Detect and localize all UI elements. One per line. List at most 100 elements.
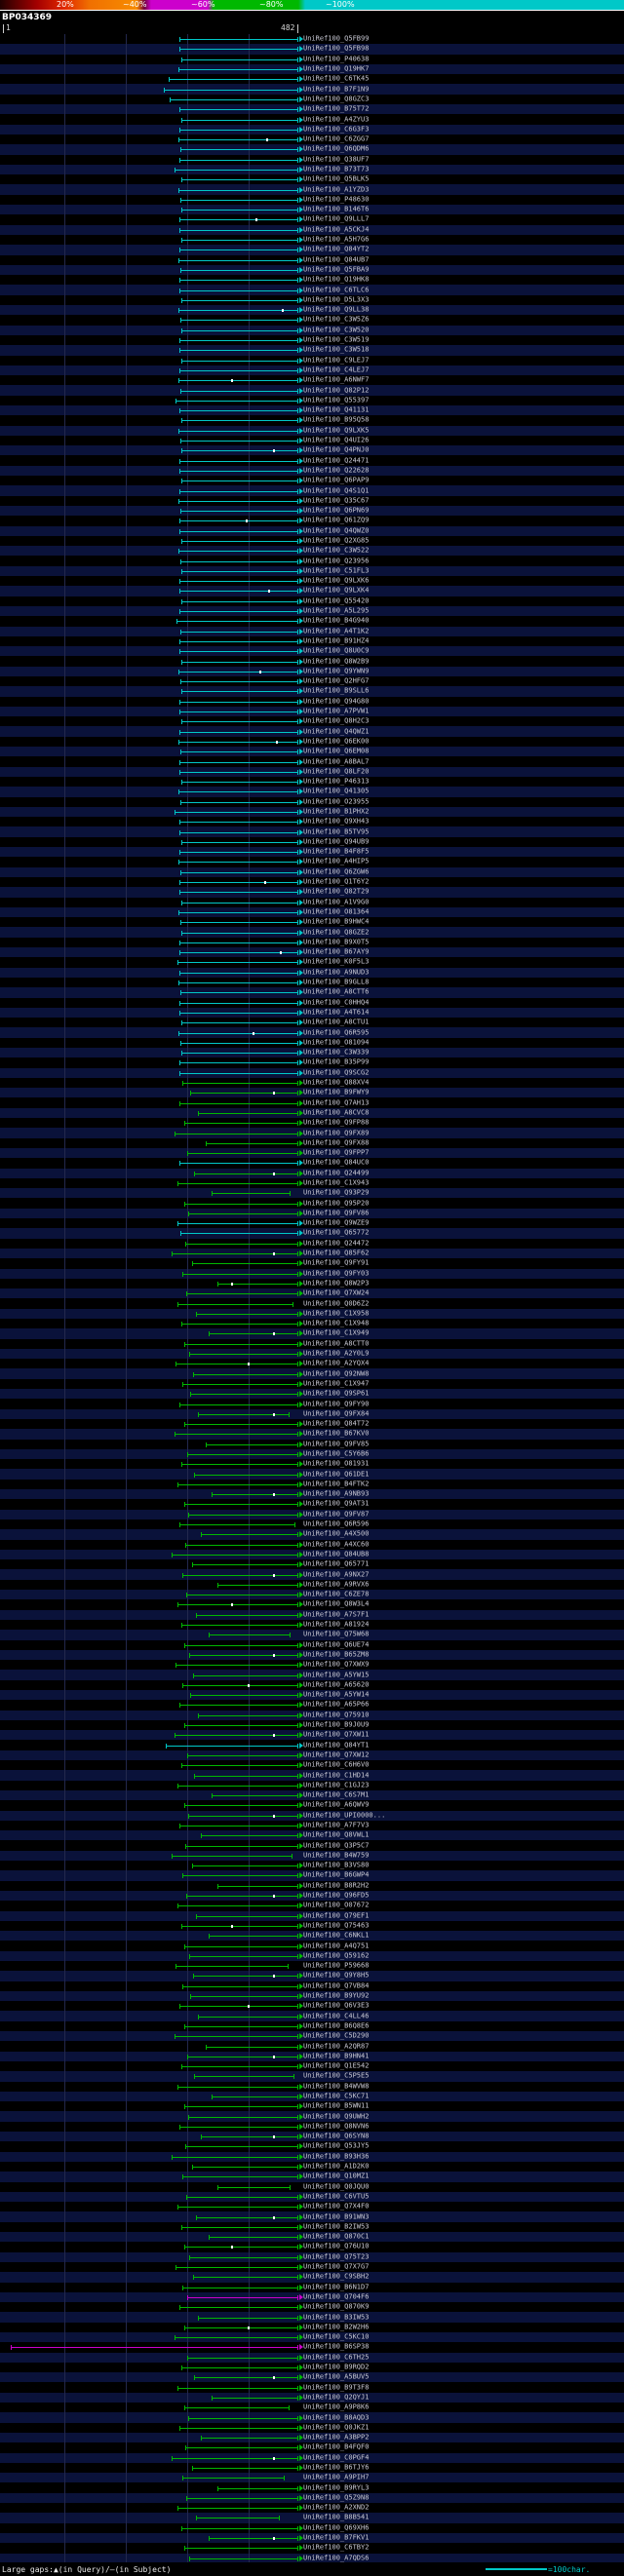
hit-label[interactable]: UniRef100_Q8GZE2 [303,928,370,937]
hit-row[interactable]: UniRef100_Q6R596 [0,1519,624,1529]
hit-label[interactable]: UniRef100_Q23956 [303,557,370,565]
hit-label[interactable]: UniRef100_B9SLL6 [303,686,370,695]
hit-bar[interactable] [188,1812,303,1819]
hit-row[interactable]: UniRef100_C6ZGG7 [0,135,624,144]
hit-row[interactable]: UniRef100_Q2XG85 [0,536,624,546]
hit-row[interactable]: UniRef100_B67AY9 [0,947,624,958]
hit-row[interactable]: UniRef100_A5H7G6 [0,235,624,245]
hit-row[interactable]: UniRef100_Q9FV85 [0,1440,624,1449]
hit-bar[interactable] [177,548,303,555]
hit-bar[interactable] [200,2435,303,2441]
hit-row[interactable]: UniRef100_A7PVW1 [0,706,624,717]
hit-bar[interactable] [188,2113,303,2120]
hit-bar[interactable] [179,628,303,634]
hit-bar[interactable] [177,859,303,865]
hit-row[interactable]: UniRef100_Q84T72 [0,1419,624,1429]
hit-bar[interactable] [181,1380,303,1387]
hit-row[interactable]: UniRef100_Q6V3E3 [0,2001,624,2011]
hit-row[interactable]: UniRef100_C1X947 [0,1379,624,1389]
hit-bar[interactable] [217,1280,303,1287]
hit-bar[interactable] [180,357,303,364]
hit-row[interactable]: UniRef100_Q7VB84 [0,1981,624,1991]
hit-bar[interactable] [175,2033,303,2040]
hit-row[interactable]: UniRef100_Q22628 [0,465,624,477]
hit-label[interactable]: UniRef100_A5YW15 [303,1671,370,1679]
hit-row[interactable]: UniRef100_C1GJ23 [0,1781,624,1790]
hit-bar[interactable] [180,779,303,786]
hit-row[interactable]: UniRef100_Q88XV4 [0,1078,624,1088]
hit-row[interactable]: UniRef100_Q9FX89 [0,1128,624,1138]
hit-label[interactable]: UniRef100_C3W518 [303,345,370,354]
hit-label[interactable]: UniRef100_C6NKL1 [303,1931,370,1940]
hit-label[interactable]: UniRef100_B9FWY9 [303,1088,370,1096]
hit-label[interactable]: UniRef100_Q0JQU0 [303,2182,370,2191]
hit-row[interactable]: UniRef100_Q92NW8 [0,1368,624,1379]
hit-row[interactable]: UniRef100_Q0JKZ1 [0,2423,624,2433]
hit-label[interactable]: UniRef100_P59668 [303,1961,370,1970]
hit-row[interactable]: UniRef100_B9GLL8 [0,978,624,987]
hit-bar[interactable] [179,709,303,715]
hit-label[interactable]: UniRef100_O81094 [303,1038,370,1047]
hit-row[interactable]: UniRef100_A65620 [0,1680,624,1690]
hit-bar[interactable] [179,1230,303,1237]
hit-label[interactable]: UniRef100_A2QR87 [303,2042,370,2051]
hit-bar[interactable] [185,2494,303,2501]
hit-row[interactable]: UniRef100_Q6SYN8 [0,2132,624,2142]
hit-row[interactable]: UniRef100_Q61DE1 [0,1469,624,1480]
hit-bar[interactable] [186,1150,303,1157]
hit-row[interactable]: UniRef100_A1D2K0 [0,2162,624,2172]
hit-row[interactable]: UniRef100_C3W522 [0,546,624,557]
hit-label[interactable]: UniRef100_Q75910 [303,1711,370,1719]
hit-row[interactable]: UniRef100_B8AQD3 [0,2412,624,2423]
hit-label[interactable]: UniRef100_Q7AH13 [303,1098,370,1107]
hit-bar[interactable] [179,438,303,444]
hit-label[interactable]: UniRef100_Q61ZQ9 [303,516,370,524]
hit-bar[interactable] [181,1050,303,1057]
hit-bar[interactable] [174,809,303,815]
hit-bar[interactable] [178,1009,303,1016]
hit-label[interactable]: UniRef100_B8R2H2 [303,1881,370,1890]
hit-bar[interactable] [188,2253,303,2260]
hit-label[interactable]: UniRef100_Q88XV4 [303,1078,370,1087]
hit-label[interactable]: UniRef100_B9YU92 [303,1991,370,2000]
hit-row[interactable]: UniRef100_P46313 [0,777,624,787]
hit-label[interactable]: UniRef100_C5P5E5 [303,2071,370,2080]
hit-bar[interactable] [179,347,303,354]
hit-label[interactable]: UniRef100_D5L3X3 [303,295,370,304]
hit-label[interactable]: UniRef100_Q84UB7 [303,255,370,264]
hit-bar[interactable] [217,2184,292,2190]
hit-row[interactable]: UniRef100_A6NWF7 [0,375,624,385]
hit-row[interactable]: UniRef100_O07672 [0,1901,624,1910]
hit-row[interactable]: UniRef100_Q9UWH2 [0,2111,624,2122]
hit-row[interactable]: UniRef100_A1YZD3 [0,184,624,195]
hit-row[interactable]: UniRef100_B9HN41 [0,2051,624,2061]
hit-label[interactable]: UniRef100_Q84UB8 [303,1550,370,1558]
hit-label[interactable]: UniRef100_C5KC71 [303,2092,370,2100]
hit-bar[interactable] [184,2324,303,2330]
hit-row[interactable]: UniRef100_UPI0000... [0,1810,624,1821]
hit-row[interactable]: UniRef100_O81364 [0,906,624,918]
hit-row[interactable]: UniRef100_Q2QYJ1 [0,2392,624,2403]
hit-row[interactable]: UniRef100_Q9LLL7 [0,214,624,224]
hit-label[interactable]: UniRef100_A4HIP5 [303,857,370,865]
hit-row[interactable]: UniRef100_B146T6 [0,205,624,215]
hit-label[interactable]: UniRef100_Q84UC0 [303,1158,370,1167]
hit-row[interactable]: UniRef100_Q85F62 [0,1248,624,1259]
hit-label[interactable]: UniRef100_Q7XW11 [303,1730,370,1739]
hit-bar[interactable] [180,2524,303,2531]
hit-bar[interactable] [172,1551,303,1557]
hit-label[interactable]: UniRef100_C1X943 [303,1178,370,1187]
hit-bar[interactable] [193,1973,303,1980]
hit-label[interactable]: UniRef100_Q2QYJ1 [303,2393,370,2402]
hit-row[interactable]: UniRef100_A2YQX4 [0,1359,624,1368]
hit-bar[interactable] [175,167,303,173]
hit-row[interactable]: UniRef100_C6NKL1 [0,1931,624,1942]
hit-bar[interactable] [178,46,303,53]
hit-label[interactable]: UniRef100_B3IW53 [303,2313,370,2322]
hit-label[interactable]: UniRef100_C9LEJ7 [303,356,370,365]
hit-row[interactable]: UniRef100_Q6QDM6 [0,144,624,155]
hit-row[interactable]: UniRef100_B8R2H2 [0,1881,624,1891]
hit-row[interactable]: UniRef100_B9RYL3 [0,2482,624,2492]
hit-bar[interactable] [175,397,303,404]
hit-row[interactable]: UniRef100_B6Q8E6 [0,2021,624,2031]
